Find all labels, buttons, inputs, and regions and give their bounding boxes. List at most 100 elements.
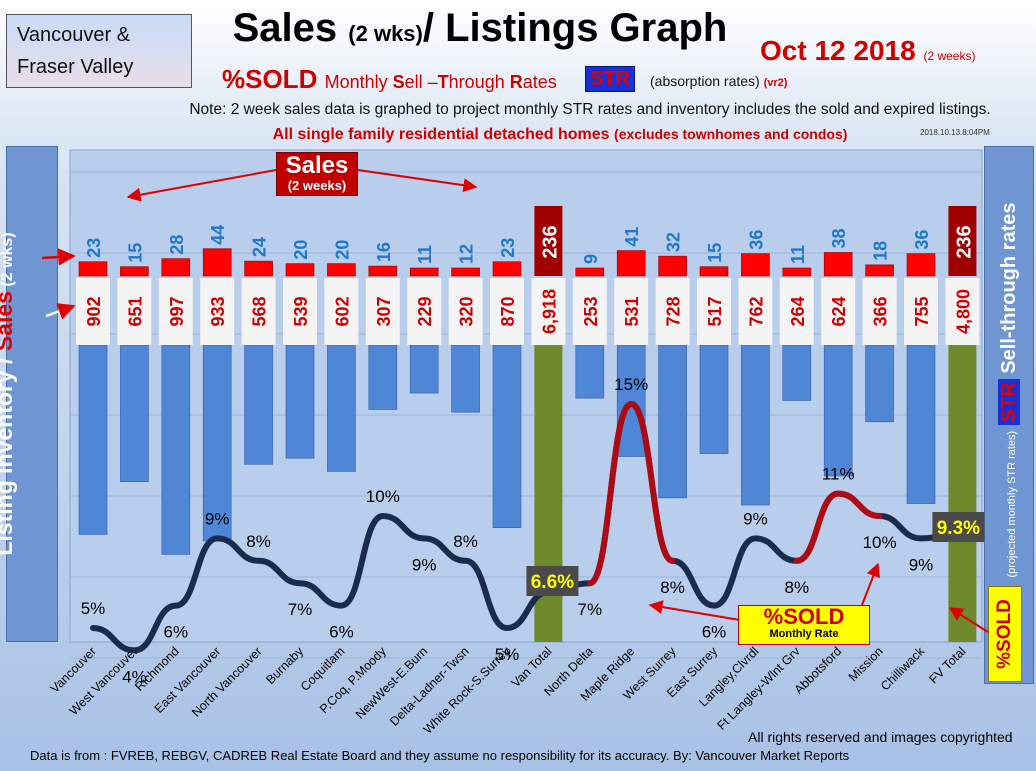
inventory-bar — [161, 344, 191, 555]
inventory-label-box — [76, 278, 110, 345]
sales-label: 15 — [705, 243, 725, 263]
sales-arrow-left — [126, 169, 277, 202]
sales-bar — [161, 258, 191, 277]
sales-bar — [451, 267, 480, 277]
category-label: Mission — [846, 644, 886, 684]
str-badge: STR — [585, 66, 635, 92]
region-line-2: Fraser Valley — [17, 56, 134, 78]
sold-label: 10% — [366, 487, 400, 506]
sold-label: 8% — [660, 578, 685, 597]
inventory-bar — [616, 344, 646, 457]
inventory-label: 755 — [912, 296, 932, 326]
inventory-bar — [699, 344, 729, 454]
sales-label: 32 — [664, 232, 684, 252]
total-bar — [948, 345, 977, 642]
absorption-text: (absorption rates) — [650, 73, 760, 89]
inventory-label: 229 — [415, 296, 435, 326]
sales-label: 16 — [374, 242, 394, 262]
title-main: Sales — [232, 6, 338, 50]
sales-label: 11 — [788, 245, 808, 264]
inventory-bar — [741, 344, 770, 506]
sales-bar — [244, 260, 273, 277]
sales-label: 12 — [457, 244, 477, 264]
inventory-label-box — [904, 278, 938, 345]
footer-source: Data is from : FVREB, REBGV, CADREB Real… — [30, 748, 850, 763]
inventory-label-box — [655, 278, 690, 345]
category-label: North Vancouver — [189, 644, 265, 720]
inventory-bar — [285, 344, 315, 459]
sales-label: 41 — [622, 227, 642, 247]
sold-label: 8% — [785, 578, 810, 597]
sales-label: 23 — [498, 238, 518, 258]
sold-arrow-up — [861, 562, 880, 606]
title-small: (2 wks) — [348, 21, 423, 46]
inventory-label: 728 — [664, 296, 684, 326]
sold-label: 4% — [122, 667, 147, 686]
sales-bar — [120, 266, 149, 277]
sold-label: 9% — [205, 509, 230, 528]
inventory-label-box — [490, 278, 524, 345]
inventory-label-box — [283, 278, 317, 345]
data-note: Note: 2 week sales data is graphed to pr… — [189, 101, 991, 118]
sales-label: 20 — [291, 240, 311, 260]
version-text: (vr2) — [763, 77, 788, 89]
subtitle-rest1: onthly — [339, 72, 393, 92]
sales-callout-big: Sales — [285, 152, 349, 179]
sales-bar — [616, 250, 646, 277]
inventory-label-box — [200, 278, 235, 345]
sold-label: 15% — [614, 375, 648, 394]
left-inventory-arrow — [45, 303, 76, 320]
inventory-label: 307 — [374, 296, 394, 326]
sales-label: 38 — [829, 228, 849, 248]
sold-label: 6% — [329, 623, 354, 642]
inventory-label-box — [945, 278, 980, 345]
inventory-label: 6,918 — [539, 289, 559, 334]
sales-label: 44 — [208, 225, 228, 245]
sales-bar — [492, 261, 522, 277]
subtitle-rest4: ates — [522, 72, 557, 92]
sold-label: 5% — [495, 645, 520, 664]
inventory-bar — [78, 344, 108, 535]
sales-bar — [906, 253, 936, 277]
inventory-label: 997 — [167, 296, 187, 326]
inventory-bar — [327, 344, 356, 472]
inventory-label: 568 — [250, 296, 270, 326]
sold-label: 5% — [81, 599, 106, 618]
sold-label: 7% — [578, 600, 603, 619]
sold-callout: %SOLD Monthly Rate — [738, 605, 870, 645]
inventory-label: 902 — [84, 296, 104, 326]
title-rest: / Listings Graph — [422, 6, 728, 50]
subtitle-m: M — [324, 72, 340, 92]
inventory-bar — [906, 344, 936, 504]
inventory-label: 320 — [457, 296, 477, 326]
category-label: Ft Langley-Wlnt Grv — [714, 644, 803, 733]
sales-label: 236 — [539, 225, 561, 258]
inventory-label-box — [241, 278, 276, 345]
sold-total-box — [526, 566, 579, 596]
str-line-peak — [793, 490, 883, 564]
sales-bar — [202, 248, 232, 277]
timestamp: 2018.10.13.8:04PM — [920, 128, 990, 137]
sales-bar — [865, 264, 894, 277]
subtitle-rest2: ell – — [404, 72, 438, 92]
sales-bar — [823, 252, 853, 277]
date-main: Oct 12 2018 — [760, 35, 916, 66]
inventory-label-box — [862, 278, 897, 345]
page-title: Sales (2 wks)/ Listings Graph — [200, 6, 760, 51]
sales-bar — [327, 263, 356, 277]
subtitle-sold: %SOLD — [222, 64, 318, 94]
absorption-note: (absorption rates) (vr2) — [650, 73, 787, 89]
sales-callout-small: (2 weeks) — [287, 178, 347, 193]
region-line-1: Vancouver & — [17, 24, 131, 46]
inventory-label-box — [365, 278, 400, 345]
category-label: Delta-Ladner-Twsn — [387, 644, 472, 729]
inventory-bar — [244, 344, 273, 465]
sold-label: 9% — [909, 555, 934, 574]
category-label: Chilliwack — [878, 644, 928, 694]
inventory-label-box — [779, 278, 814, 345]
inventory-label-box — [158, 278, 193, 345]
subtitle-s: S — [392, 72, 405, 92]
inventory-label: 539 — [291, 296, 311, 326]
region-box: Vancouver & Fraser Valley — [6, 14, 192, 88]
